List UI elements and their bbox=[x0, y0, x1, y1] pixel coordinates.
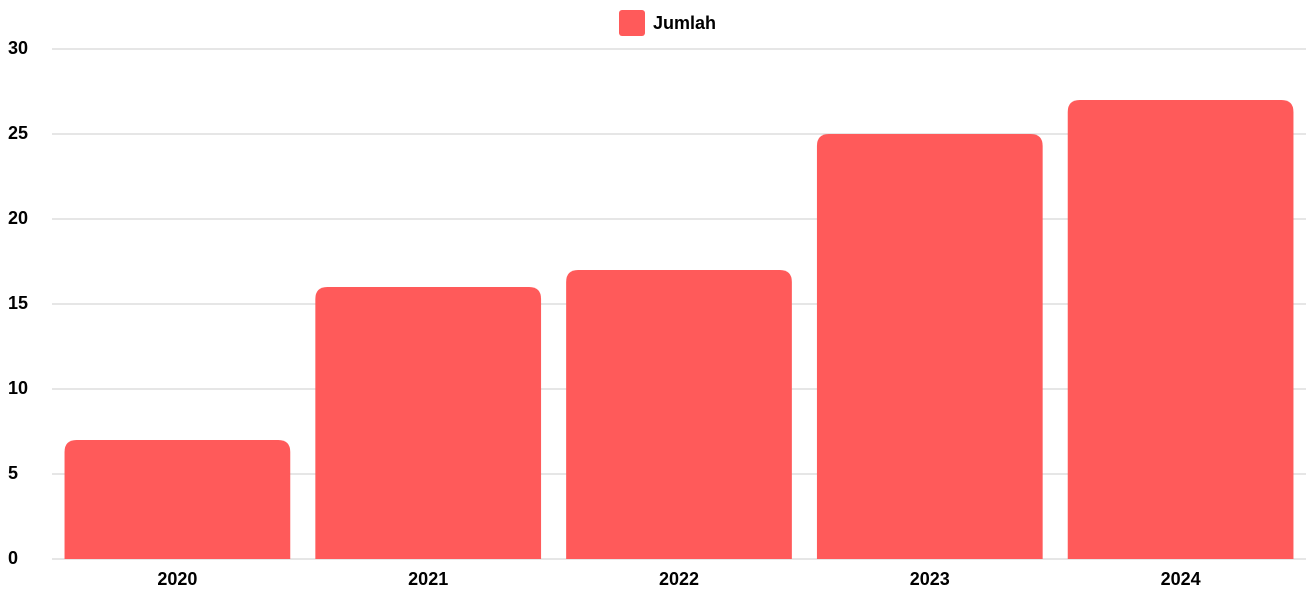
bar bbox=[1067, 100, 1294, 559]
bar bbox=[64, 440, 291, 559]
x-tick-label: 2024 bbox=[1161, 569, 1201, 589]
bar bbox=[566, 270, 792, 559]
y-tick-label: 25 bbox=[8, 123, 28, 143]
x-tick-label: 2020 bbox=[157, 569, 197, 589]
y-tick-label: 0 bbox=[8, 548, 18, 568]
x-tick-label: 2021 bbox=[408, 569, 448, 589]
y-tick-label: 10 bbox=[8, 378, 28, 398]
bar bbox=[315, 287, 542, 559]
x-tick-label: 2022 bbox=[659, 569, 699, 589]
legend-label: Jumlah bbox=[653, 13, 716, 33]
x-tick-label: 2023 bbox=[910, 569, 950, 589]
legend-swatch bbox=[619, 10, 645, 36]
y-tick-label: 20 bbox=[8, 208, 28, 228]
y-tick-label: 5 bbox=[8, 463, 18, 483]
y-tick-label: 15 bbox=[8, 293, 28, 313]
y-tick-label: 30 bbox=[8, 38, 28, 58]
bar bbox=[816, 134, 1043, 559]
